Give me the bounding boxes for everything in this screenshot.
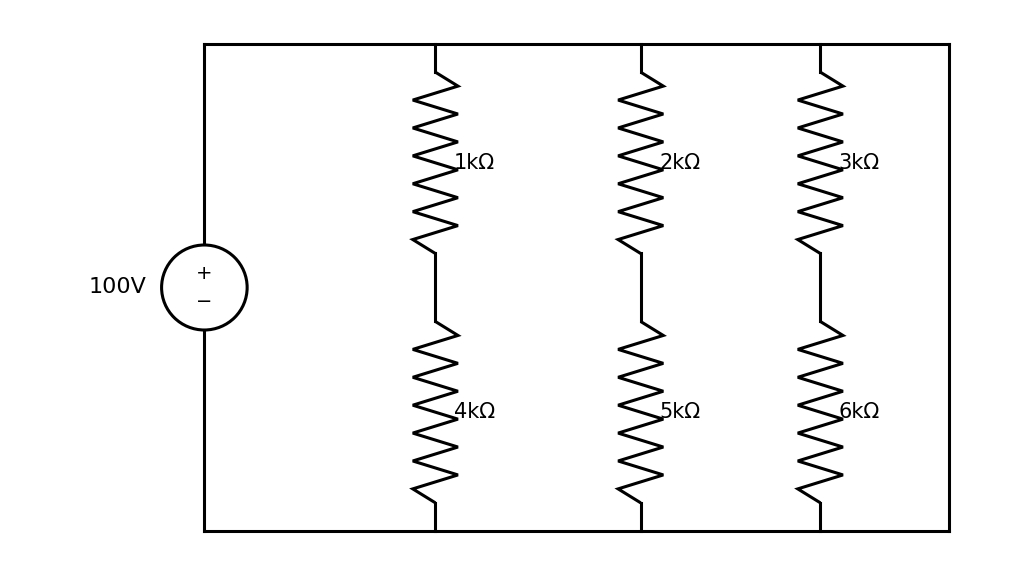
Text: −: −: [197, 292, 212, 311]
Ellipse shape: [161, 245, 247, 330]
Text: 100V: 100V: [88, 278, 146, 297]
Text: 6kΩ: 6kΩ: [838, 402, 880, 422]
Text: 4kΩ: 4kΩ: [453, 402, 495, 422]
Text: 3kΩ: 3kΩ: [838, 153, 880, 173]
Text: 1kΩ: 1kΩ: [453, 153, 495, 173]
Text: 2kΩ: 2kΩ: [659, 153, 701, 173]
Text: +: +: [196, 264, 212, 283]
Text: 5kΩ: 5kΩ: [659, 402, 701, 422]
